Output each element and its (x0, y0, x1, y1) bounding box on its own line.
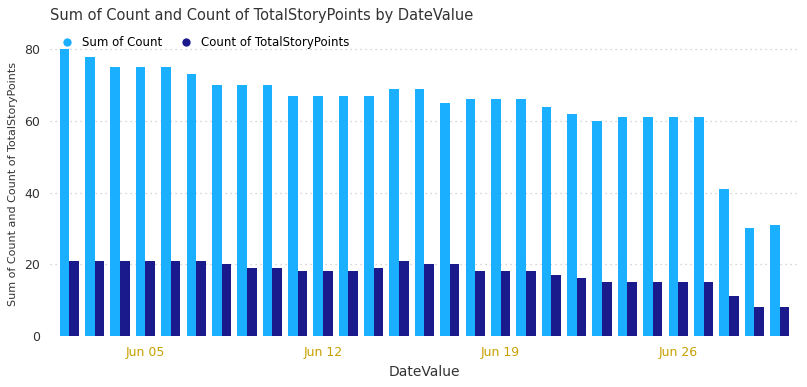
Bar (60, 49, 69, 336)
Bar (643, 117, 653, 336)
Bar (618, 117, 627, 336)
Bar (577, 278, 587, 336)
Bar (500, 271, 510, 336)
Bar (186, 74, 196, 336)
Bar (323, 271, 332, 336)
Bar (237, 85, 247, 336)
Bar (449, 264, 459, 336)
Bar (475, 271, 485, 336)
Bar (111, 67, 120, 336)
Bar (145, 260, 155, 336)
Bar (694, 117, 704, 336)
Bar (120, 260, 130, 336)
Bar (349, 271, 358, 336)
Bar (222, 264, 231, 336)
Bar (85, 57, 94, 336)
Bar (780, 307, 789, 336)
Bar (551, 275, 561, 336)
Bar (678, 282, 688, 336)
Bar (729, 296, 738, 336)
Bar (602, 282, 612, 336)
Bar (415, 89, 424, 336)
Bar (704, 282, 713, 336)
Bar (541, 106, 551, 336)
Bar (745, 228, 755, 336)
Bar (627, 282, 637, 336)
Bar (161, 67, 171, 336)
Bar (171, 260, 181, 336)
Bar (262, 85, 272, 336)
Bar (466, 99, 475, 336)
Bar (440, 103, 449, 336)
Bar (516, 99, 526, 336)
Bar (313, 96, 323, 336)
X-axis label: DateValue: DateValue (389, 365, 460, 378)
Bar (399, 260, 409, 336)
Bar (298, 271, 307, 336)
Bar (94, 260, 104, 336)
Bar (390, 89, 399, 336)
Bar (668, 117, 678, 336)
Bar (272, 268, 282, 336)
Legend: Sum of Count, Count of TotalStoryPoints: Sum of Count, Count of TotalStoryPoints (50, 31, 354, 54)
Bar (212, 85, 222, 336)
Bar (755, 307, 764, 336)
Bar (770, 225, 780, 336)
Bar (424, 264, 434, 336)
Bar (339, 96, 349, 336)
Bar (364, 96, 374, 336)
Bar (69, 260, 79, 336)
Bar (653, 282, 663, 336)
Bar (526, 271, 536, 336)
Bar (196, 260, 206, 336)
Bar (567, 114, 577, 336)
Bar (491, 99, 500, 336)
Bar (374, 268, 383, 336)
Bar (247, 268, 257, 336)
Bar (136, 67, 145, 336)
Bar (719, 189, 729, 336)
Y-axis label: Sum of Count and Count of TotalStoryPoints: Sum of Count and Count of TotalStoryPoin… (8, 62, 19, 306)
Bar (592, 121, 602, 336)
Bar (288, 96, 298, 336)
Text: Sum of Count and Count of TotalStoryPoints by DateValue: Sum of Count and Count of TotalStoryPoin… (50, 9, 474, 23)
